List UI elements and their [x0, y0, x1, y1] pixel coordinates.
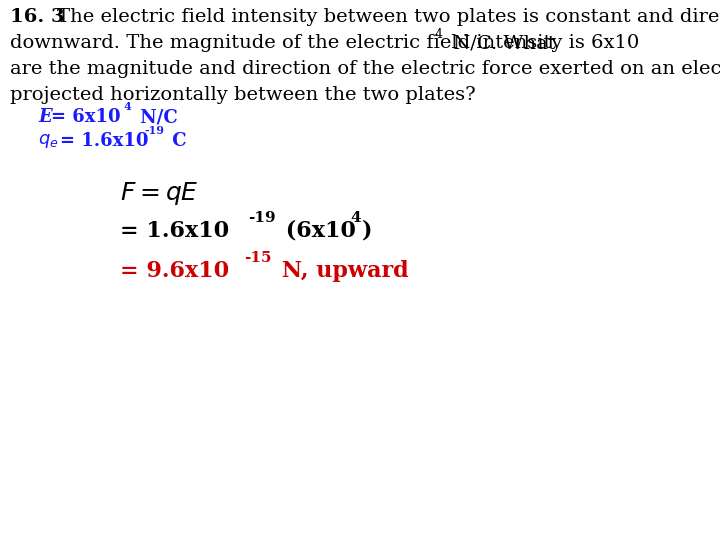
- Text: = 9.6x10: = 9.6x10: [120, 260, 229, 282]
- Text: downward. The magnitude of the electric field intensity is 6x10: downward. The magnitude of the electric …: [10, 34, 639, 52]
- Text: N, upward: N, upward: [274, 260, 409, 282]
- Text: N/C. What: N/C. What: [447, 34, 556, 52]
- Text: = 1.6x10: = 1.6x10: [120, 220, 229, 242]
- Text: 4: 4: [123, 101, 131, 112]
- Text: E: E: [38, 108, 52, 126]
- Text: $q_e$: $q_e$: [38, 132, 58, 150]
- Text: = 6x10: = 6x10: [51, 108, 121, 126]
- Text: (6x10: (6x10: [278, 220, 356, 242]
- Text: -19: -19: [248, 211, 276, 225]
- Text: projected horizontally between the two plates?: projected horizontally between the two p…: [10, 86, 476, 104]
- Text: 4: 4: [435, 28, 443, 41]
- Text: -15: -15: [244, 251, 271, 265]
- Text: The electric field intensity between two plates is constant and directed: The electric field intensity between two…: [57, 8, 720, 26]
- Text: 4: 4: [350, 211, 361, 225]
- Text: C: C: [166, 132, 186, 150]
- Text: = 1.6x10: = 1.6x10: [60, 132, 148, 150]
- Text: are the magnitude and direction of the electric force exerted on an electron: are the magnitude and direction of the e…: [10, 60, 720, 78]
- Text: 16. 3: 16. 3: [10, 8, 65, 26]
- Text: -19: -19: [144, 125, 164, 136]
- Text: $F = qE$: $F = qE$: [120, 180, 199, 207]
- Text: ): ): [362, 220, 372, 242]
- Text: N/C: N/C: [134, 108, 178, 126]
